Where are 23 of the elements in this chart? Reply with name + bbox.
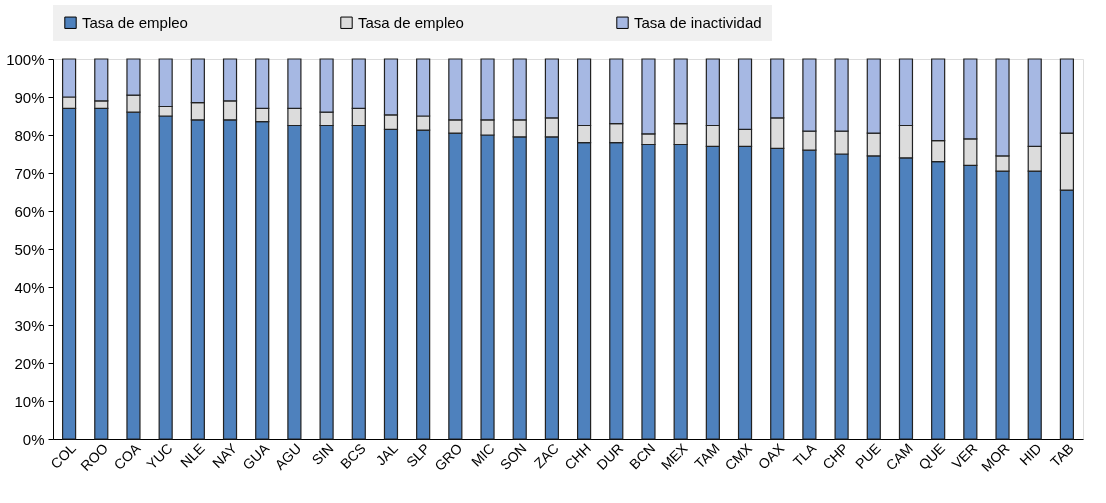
x-tick-label: TLA — [789, 439, 820, 470]
x-tick-label: COL — [47, 439, 80, 472]
y-tick-label: 20% — [14, 354, 45, 372]
y-tick-label: 60% — [14, 202, 45, 220]
y-tick-label: 70% — [14, 164, 45, 182]
x-tick-label: SLP — [403, 440, 434, 471]
legend-label: Tasa de inactividad — [634, 13, 762, 31]
x-tick-label: VER — [948, 440, 981, 472]
x-tick-label: TAB — [1046, 440, 1077, 470]
y-tick-label: 0% — [22, 430, 45, 448]
legend-label: Tasa de empleo — [358, 13, 464, 31]
y-tick-label: 100% — [6, 50, 45, 68]
y-tick-label: 10% — [14, 392, 45, 410]
y-tick-label: 80% — [14, 126, 45, 144]
legend-label: Tasa de empleo — [82, 13, 188, 31]
x-tick-label: SIN — [308, 440, 337, 468]
y-tick-label: 30% — [14, 316, 45, 334]
x-tick-label: JAL — [372, 439, 402, 469]
y-tick-label: 40% — [14, 278, 45, 296]
y-tick-label: 90% — [14, 88, 45, 106]
x-tick-label: MIC — [467, 440, 498, 470]
y-tick-label: 50% — [14, 240, 45, 258]
x-tick-label: HID — [1016, 440, 1045, 469]
